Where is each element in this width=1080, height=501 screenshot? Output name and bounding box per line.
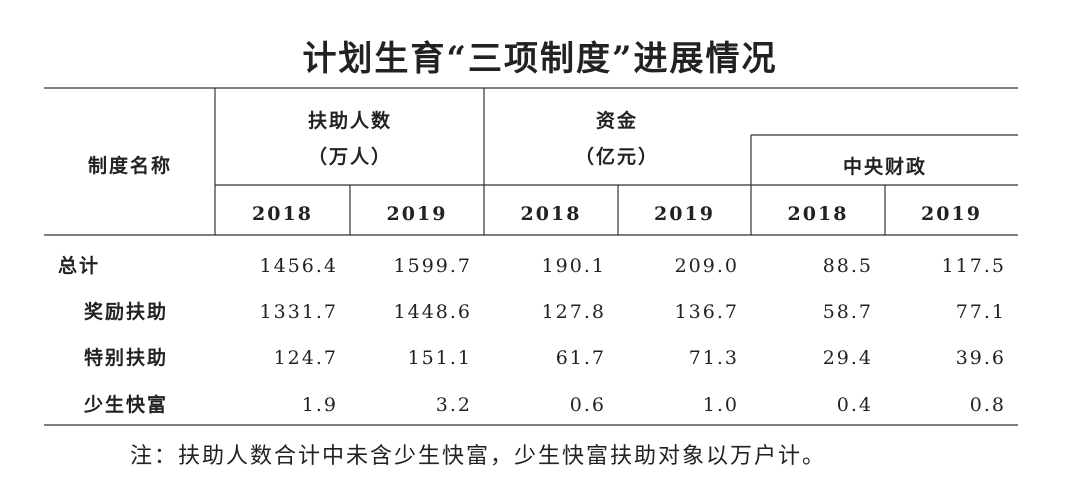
header-cell: 中央财政	[842, 156, 928, 178]
year-header: 2018	[252, 203, 313, 225]
header-cell: （亿元）	[574, 146, 660, 168]
cell-value: 1599.7	[393, 255, 472, 277]
header-cell: 资金	[595, 110, 639, 132]
year-header: 2019	[921, 203, 982, 225]
cell-value: 1456.4	[259, 255, 338, 277]
cell-value: 1.0	[702, 394, 739, 416]
cell-value: 88.5	[822, 255, 873, 277]
cell-value: 136.7	[674, 301, 739, 323]
year-header: 2018	[787, 203, 849, 225]
year-header: 2018	[520, 203, 582, 225]
cell-value: 71.3	[688, 347, 739, 369]
cell-value: 127.8	[541, 301, 606, 323]
title: 计划生育“三项制度”进展情况	[302, 39, 778, 79]
cell-value: 58.7	[822, 301, 873, 323]
cell-value: 1.9	[301, 394, 338, 416]
row-label: 总计	[58, 255, 101, 277]
cell-value: 190.1	[541, 255, 606, 277]
cell-value: 117.5	[941, 255, 1006, 277]
cell-value: 77.1	[955, 301, 1006, 323]
cell-value: 0.8	[969, 394, 1006, 416]
header-cell: 扶助人数	[307, 110, 393, 132]
cell-value: 1448.6	[393, 301, 472, 323]
row-label: 特别扶助	[84, 347, 169, 369]
cell-value: 151.1	[407, 347, 472, 369]
header-cell: （万人）	[307, 146, 393, 168]
cell-value: 1331.7	[259, 301, 338, 323]
row-label: 奖励扶助	[84, 301, 169, 323]
header-cell: 制度名称	[87, 155, 173, 177]
cell-value: 0.4	[836, 394, 873, 416]
cell-value: 0.6	[569, 394, 606, 416]
cell-value: 209.0	[674, 255, 739, 277]
cell-value: 29.4	[822, 347, 873, 369]
row-label: 少生快富	[84, 394, 169, 416]
cell-value: 124.7	[273, 347, 338, 369]
cell-value: 39.6	[955, 347, 1006, 369]
year-header: 2019	[654, 203, 715, 225]
note: 注：扶助人数合计中未含少生快富，少生快富扶助对象以万户计。	[130, 444, 827, 469]
cell-value: 3.2	[435, 394, 472, 416]
cell-value: 61.7	[555, 347, 606, 369]
year-header: 2019	[386, 203, 448, 225]
